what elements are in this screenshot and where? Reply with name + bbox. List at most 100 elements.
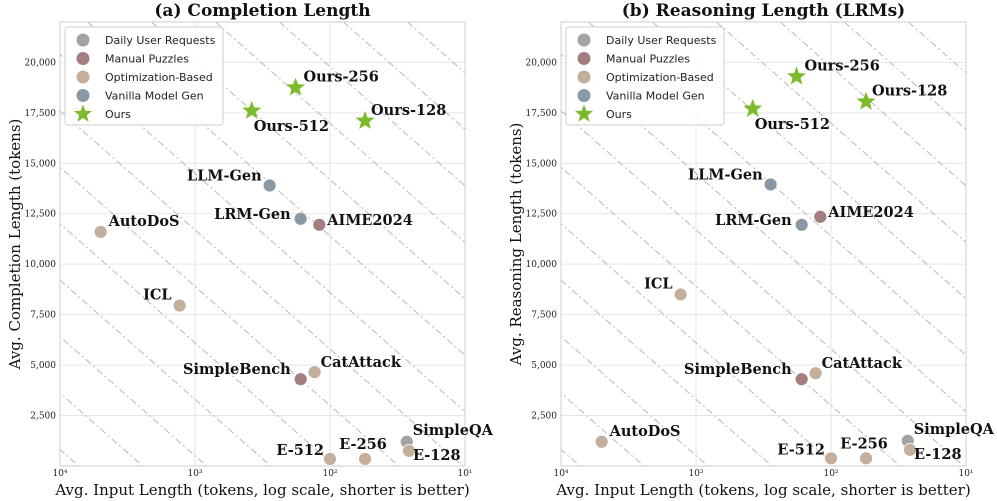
legend-marker <box>76 70 90 84</box>
y-tick-label: 12,500 <box>526 210 558 220</box>
data-point-label: LRM-Gen <box>715 212 792 229</box>
data-point <box>903 442 917 457</box>
legend-box <box>565 26 725 126</box>
data-point-label: Ours-512 <box>254 118 329 135</box>
data-point-label: ICL <box>143 287 172 304</box>
data-point-star <box>242 100 262 119</box>
data-point-label: E-128 <box>413 447 461 464</box>
data-point-label: CatAttack <box>822 355 903 372</box>
diagonal-line <box>150 22 465 300</box>
data-point <box>93 224 108 239</box>
data-point-label: E-512 <box>276 442 324 459</box>
legend-marker <box>577 52 591 65</box>
legend-marker-star <box>73 104 93 122</box>
legend-label: Vanilla Model Gen <box>606 90 705 103</box>
data-point-label: Ours-256 <box>805 57 880 74</box>
data-point <box>358 452 372 466</box>
y-tick-label: 2,500 <box>531 412 557 422</box>
data-point-star <box>286 77 306 96</box>
legend-label: Vanilla Model Gen <box>105 90 204 103</box>
data-point-label: AIME2024 <box>326 212 413 229</box>
y-tick-label: 15,000 <box>25 159 57 169</box>
x-tick-label: 10³ <box>187 469 202 479</box>
legend-label: Daily User Requests <box>105 34 216 47</box>
data-point-star <box>856 91 876 110</box>
data-point-label: CatAttack <box>321 354 402 371</box>
x-tick-label: 10¹ <box>958 469 973 479</box>
data-point-star <box>787 66 807 85</box>
x-tick-label: 10³ <box>688 469 703 479</box>
data-points: Ours-256 Ours-512 Ours-128 LLM-Gen LRM-Gen AI… <box>594 57 995 466</box>
legend-marker <box>577 89 591 102</box>
diagonal-line <box>278 22 465 187</box>
x-axis-label: Avg. Input Length (tokens, log scale, sh… <box>555 481 970 499</box>
data-point <box>323 452 337 466</box>
diagonal-line <box>779 22 966 187</box>
data-points: Ours-256 Ours-512 Ours-128 LLM-Gen LRM-Gen AI… <box>93 69 494 466</box>
data-point-label: AutoDoS <box>609 423 681 440</box>
legend-marker <box>76 52 90 65</box>
y-tick-label: 15,000 <box>526 159 558 169</box>
plot-frame <box>560 21 967 467</box>
legend: Daily User Requests Manual Puzzles Optimiz… <box>64 26 224 126</box>
diagonal-line <box>214 22 465 243</box>
legend-label: Ours <box>105 108 131 121</box>
data-point <box>402 443 416 458</box>
data-point-label: AIME2024 <box>827 204 914 221</box>
data-point-label: E-128 <box>914 446 962 463</box>
chart-title: (a) Completion Length <box>154 1 370 21</box>
data-point-label: E-256 <box>840 435 888 452</box>
x-tick-label: 10⁴ <box>553 469 568 479</box>
data-point-label: Ours-256 <box>304 69 379 86</box>
legend-marker <box>577 33 591 47</box>
data-point <box>673 287 688 302</box>
legend-box <box>64 26 224 126</box>
y-tick-label: 17,500 <box>25 109 57 119</box>
x-tick-label: 10² <box>823 469 838 479</box>
data-point-star <box>743 98 763 117</box>
y-tick-label: 5,000 <box>531 361 557 371</box>
legend-marker <box>577 70 591 84</box>
x-axis-label: Avg. Input Length (tokens, log scale, sh… <box>54 481 469 499</box>
y-tick-label: 7,500 <box>30 311 56 321</box>
data-point-label: ICL <box>644 275 673 292</box>
data-point <box>763 177 778 192</box>
data-point-label: SimpleQA <box>914 421 995 438</box>
data-point-label: LLM-Gen <box>688 166 763 183</box>
data-point <box>794 217 809 232</box>
diagonal-line <box>715 22 966 243</box>
data-point <box>594 434 609 449</box>
x-tick-label: 10⁴ <box>52 469 67 479</box>
y-tick-label: 17,500 <box>526 109 558 119</box>
data-point-label: LRM-Gen <box>214 206 291 223</box>
data-point <box>293 211 308 226</box>
data-point-label: E-256 <box>339 436 387 453</box>
data-point <box>794 372 809 387</box>
legend-label: Manual Puzzles <box>606 53 690 66</box>
y-tick-label: 20,000 <box>25 58 57 68</box>
y-axis-label: Avg. Completion Length (tokens) <box>6 119 24 371</box>
data-point-label: SimpleBench <box>684 361 792 378</box>
y-tick-label: 12,500 <box>25 210 57 220</box>
legend-label: Optimization-Based <box>105 71 213 84</box>
y-tick-label: 2,500 <box>30 412 56 422</box>
legend: Daily User Requests Manual Puzzles Optimiz… <box>565 26 725 126</box>
legend-label: Daily User Requests <box>606 34 717 47</box>
legend-marker <box>76 89 90 102</box>
data-point-label: LLM-Gen <box>187 167 262 184</box>
data-point-label: SimpleBench <box>183 361 291 378</box>
data-point-label: Ours-128 <box>371 102 446 119</box>
data-point-label: AutoDoS <box>108 213 180 230</box>
legend-marker <box>76 33 90 47</box>
diagonal-line <box>651 22 966 300</box>
data-point <box>312 217 327 232</box>
y-tick-label: 20,000 <box>526 58 558 68</box>
data-point <box>824 451 838 466</box>
data-point-label: Ours-512 <box>755 116 830 133</box>
plot-frame <box>59 21 466 467</box>
legend-label: Ours <box>606 108 632 121</box>
legend-label: Manual Puzzles <box>105 53 189 66</box>
